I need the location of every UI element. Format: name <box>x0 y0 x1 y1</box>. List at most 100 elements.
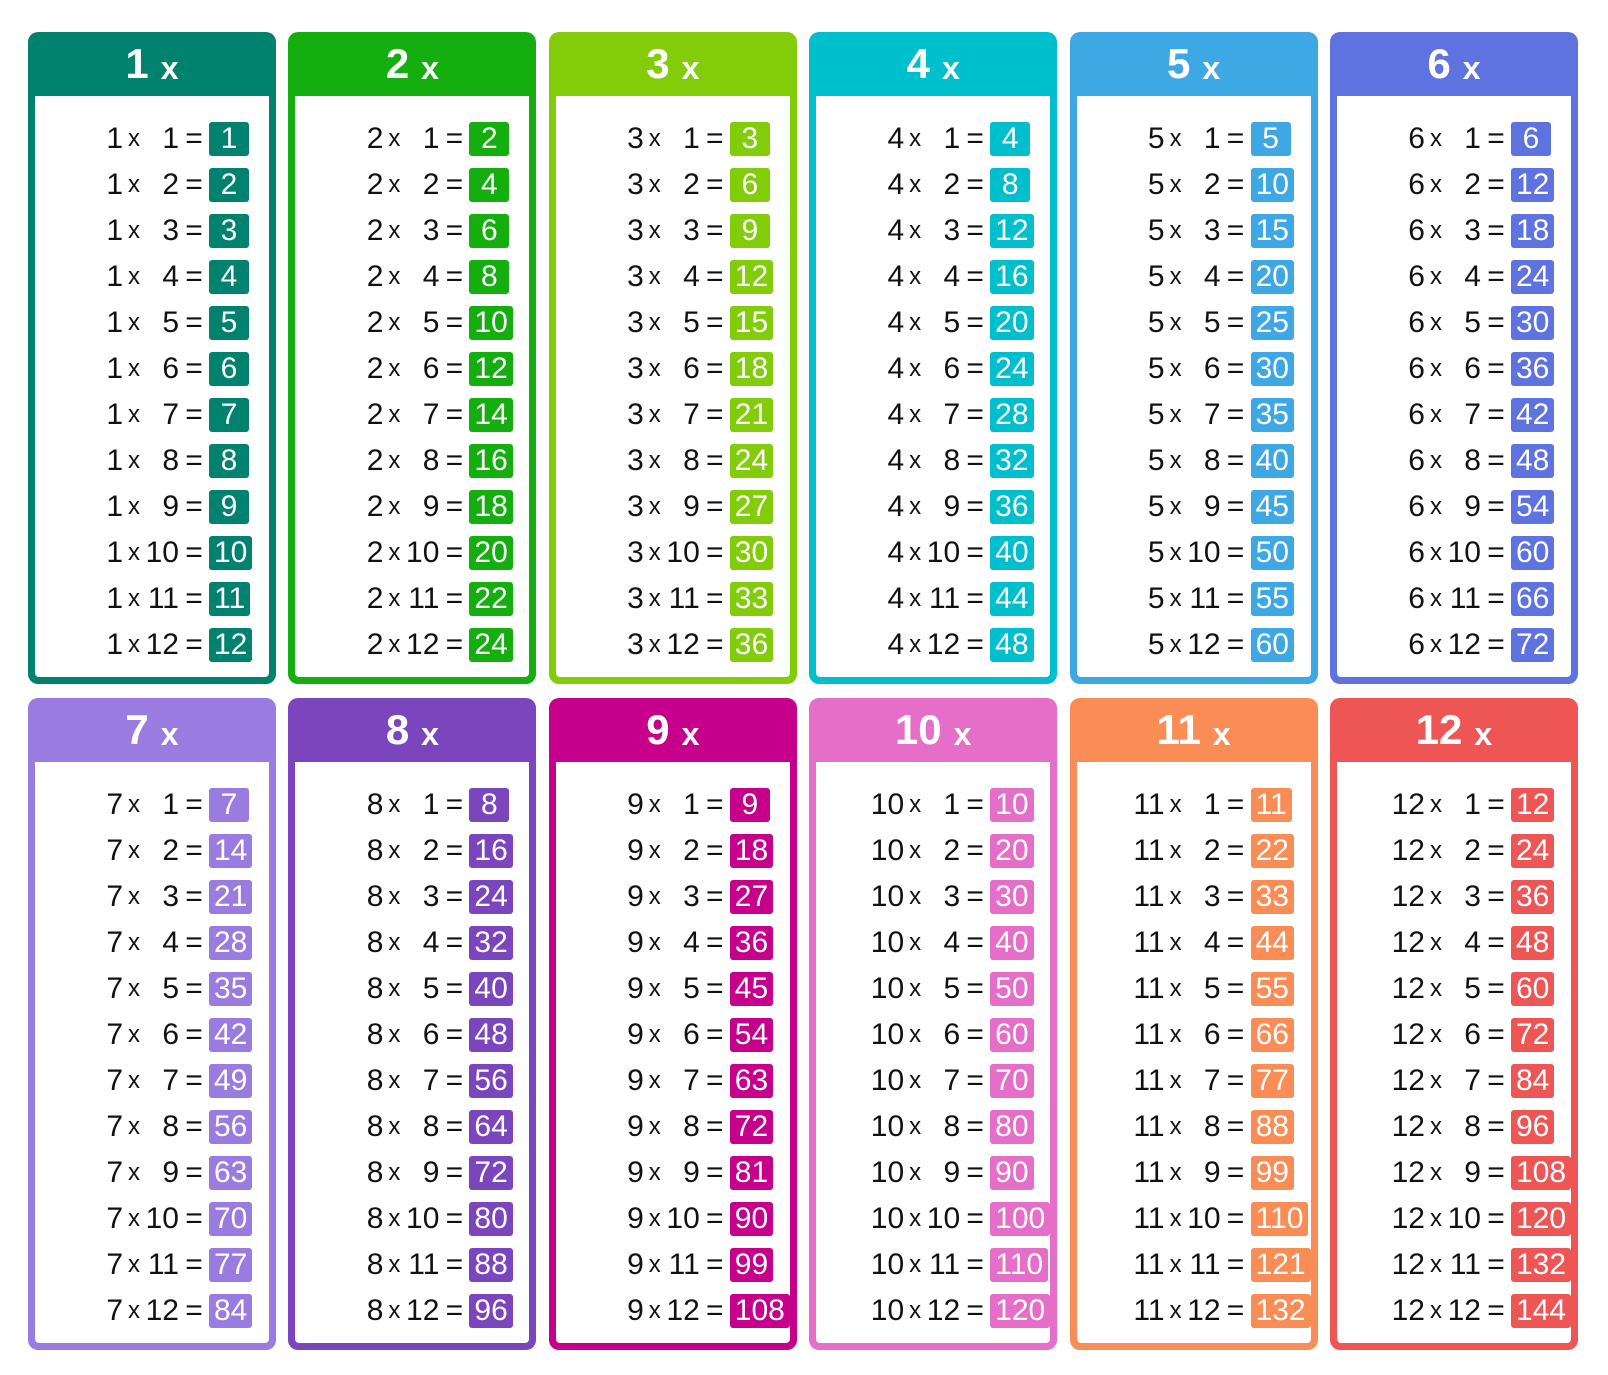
times-sign: x <box>388 929 401 956</box>
times-sign: x <box>388 791 401 818</box>
multiplicand: 9 <box>627 880 644 913</box>
product-badge: 21 <box>209 880 253 914</box>
equals-sign: = <box>445 536 464 569</box>
multiplicand: 6 <box>1408 352 1425 385</box>
times-sign: x <box>128 837 140 864</box>
product-badge: 3 <box>209 214 249 248</box>
card-body: 11 x 1 = 11 11 x 2 = 22 11 x 3 = 33 11 x 4 = 44 11 x 5 = 55 11 x 6 =… <box>1076 762 1311 1343</box>
product-badge: 54 <box>729 1018 774 1052</box>
product-badge: 24 <box>990 352 1034 386</box>
equals-sign: = <box>185 260 203 293</box>
product-badge: 35 <box>209 972 253 1006</box>
multiplicand: 6 <box>1408 536 1425 569</box>
multiplier: 12 <box>926 628 961 661</box>
times-sign: x <box>388 1067 401 1094</box>
times-sign: x <box>1429 1205 1442 1232</box>
times-sign: x <box>1429 263 1442 290</box>
equation-row: 10 x 2 = 20 <box>816 828 1050 874</box>
times-sign: x <box>388 401 401 428</box>
equation-row: 11 x 6 = 66 <box>1077 1012 1311 1058</box>
product-badge: 60 <box>1250 628 1294 662</box>
multiplicand: 2 <box>366 536 384 569</box>
equals-sign: = <box>185 398 203 431</box>
equation-row: 5 x 3 = 15 <box>1077 208 1311 254</box>
times-sign: x <box>909 1021 922 1048</box>
equals-sign: = <box>445 926 464 959</box>
equation-row: 9 x 10 = 90 <box>556 1196 790 1242</box>
multiplicand: 1 <box>106 306 123 339</box>
multiplicand: 4 <box>887 214 905 247</box>
header-number: 2 <box>385 40 410 87</box>
equals-sign: = <box>185 834 203 867</box>
multiplier: 10 <box>1187 1202 1221 1235</box>
multiplier: 10 <box>1447 536 1481 569</box>
equation-row: 1 x 4 = 4 <box>35 254 269 300</box>
multiplier: 12 <box>666 628 700 661</box>
times-sign: x <box>648 1159 661 1186</box>
product-badge: 9 <box>209 490 249 524</box>
multiplicand: 1 <box>106 536 123 569</box>
equals-sign: = <box>706 1248 724 1281</box>
multiplier: 2 <box>1464 834 1481 867</box>
multiplicand: 11 <box>1133 1064 1165 1097</box>
equation-row: 3 x 7 = 21 <box>556 392 790 438</box>
equals-sign: = <box>1487 398 1505 431</box>
times-sign: x <box>1429 447 1442 474</box>
product-badge: 99 <box>729 1248 774 1282</box>
multiplier: 4 <box>422 260 440 293</box>
equals-sign: = <box>966 122 984 155</box>
multiplier: 11 <box>408 1248 440 1281</box>
multiplier: 8 <box>1203 1110 1221 1143</box>
times-sign: x <box>1429 309 1442 336</box>
multiplicand: 4 <box>887 352 905 385</box>
equals-sign: = <box>1226 536 1245 569</box>
multiplicand: 10 <box>870 788 905 821</box>
multiplicand: 11 <box>1133 1294 1165 1327</box>
product-badge: 55 <box>1250 582 1294 616</box>
product-badge: 4 <box>990 122 1031 156</box>
header-times: x <box>160 49 179 86</box>
multiplier: 2 <box>422 168 440 201</box>
times-table-2: 2 x 2 x 1 = 2 2 x 2 = 4 2 x 3 = 6 2 x 4 = 8 2 x 5 = 10 2 x 6 = 12 2 x 7 = 14… <box>288 32 537 684</box>
equals-sign: = <box>706 1294 724 1327</box>
times-sign: x <box>1429 125 1442 152</box>
equals-sign: = <box>966 1156 984 1189</box>
equals-sign: = <box>185 1248 203 1281</box>
product-badge: 12 <box>729 260 774 294</box>
equals-sign: = <box>1487 1018 1505 1051</box>
times-sign: x <box>1429 631 1442 658</box>
equation-row: 9 x 3 = 27 <box>556 874 790 920</box>
equals-sign: = <box>185 1294 203 1327</box>
multiplier: 6 <box>1203 352 1221 385</box>
multiplier: 3 <box>162 214 179 247</box>
multiplier: 5 <box>1464 306 1481 339</box>
times-sign: x <box>648 631 661 658</box>
multiplier: 8 <box>162 444 179 477</box>
multiplier: 7 <box>1203 1064 1221 1097</box>
equation-row: 5 x 5 = 25 <box>1077 300 1311 346</box>
multiplicand: 12 <box>1391 1018 1425 1051</box>
product-badge: 44 <box>1250 926 1294 960</box>
equals-sign: = <box>1487 260 1505 293</box>
equals-sign: = <box>445 1018 464 1051</box>
multiplier: 2 <box>683 834 700 867</box>
equals-sign: = <box>1487 1110 1505 1143</box>
multiplier: 12 <box>1187 1294 1221 1327</box>
multiplier: 8 <box>943 444 961 477</box>
multiplicand: 6 <box>1408 260 1425 293</box>
times-sign: x <box>1169 447 1182 474</box>
equation-row: 9 x 1 = 9 <box>556 782 790 828</box>
product-badge: 81 <box>729 1156 774 1190</box>
times-table-5: 5 x 5 x 1 = 5 5 x 2 = 10 5 x 3 = 15 5 x 4 = 20 5 x 5 = 25 5 x 6 = 30 5 x 7… <box>1069 32 1318 684</box>
multiplier: 3 <box>1464 880 1481 913</box>
multiplicand: 7 <box>106 1064 123 1097</box>
equals-sign: = <box>185 536 203 569</box>
header-times: x <box>1212 715 1231 752</box>
multiplier: 1 <box>162 122 179 155</box>
multiplicand: 4 <box>887 260 905 293</box>
equals-sign: = <box>966 490 984 523</box>
times-sign: x <box>909 171 922 198</box>
multiplicand: 4 <box>887 490 905 523</box>
equals-sign: = <box>1226 214 1245 247</box>
product-badge: 33 <box>1250 880 1294 914</box>
